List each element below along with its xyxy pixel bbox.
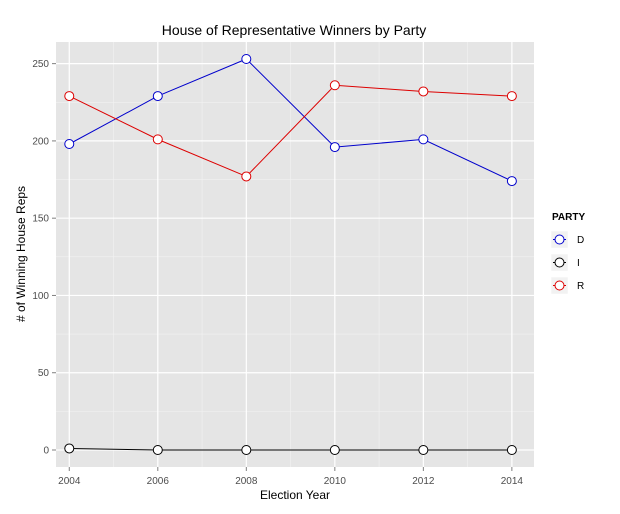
x-tick-label: 2006	[147, 476, 170, 487]
legend-marker-D	[554, 234, 565, 245]
y-tick-label: 200	[32, 136, 49, 147]
data-point-R	[329, 80, 340, 91]
x-axis-title: Election Year	[260, 488, 330, 502]
x-tick-label: 2012	[412, 476, 435, 487]
y-tick-label: 150	[32, 214, 49, 225]
data-point-I	[64, 443, 75, 454]
x-tick-label: 2008	[235, 476, 258, 487]
series-line-I	[69, 447, 512, 451]
y-axis: 0 50 100 150 200 250	[32, 59, 56, 457]
data-point-D	[418, 134, 429, 145]
data-point-D	[506, 176, 517, 187]
y-tick-label: 250	[32, 59, 49, 70]
legend-label-R: R	[577, 281, 584, 292]
y-tick-label: 0	[43, 446, 49, 457]
data-point-R	[152, 134, 163, 145]
chart-title: House of Representative Winners by Party	[162, 22, 427, 38]
minor-gridlines	[56, 42, 534, 467]
data-point-R	[506, 91, 517, 102]
legend-marker-I	[554, 257, 565, 268]
plot-panel	[56, 42, 534, 467]
data-point-D	[64, 139, 75, 149]
data-point-D	[241, 54, 252, 64]
data-point-I	[152, 445, 163, 455]
x-axis: 2004 2006 2008 2010 2012 2014	[58, 467, 523, 487]
series-points	[64, 54, 517, 455]
x-tick-label: 2014	[501, 476, 524, 487]
data-point-I	[506, 445, 517, 455]
legend-marker-R	[554, 280, 565, 291]
x-tick-label: 2010	[324, 476, 347, 487]
data-point-R	[241, 171, 252, 182]
y-axis-title: # of Winning House Reps	[14, 186, 28, 322]
series-lines	[69, 58, 513, 451]
legend-label-D: D	[577, 235, 584, 246]
data-point-R	[418, 86, 429, 97]
legend-label-I: I	[577, 258, 580, 269]
y-tick-label: 50	[38, 368, 50, 379]
series-line-R	[69, 84, 512, 178]
series-line-D	[69, 58, 513, 182]
data-point-I	[418, 445, 429, 455]
data-point-D	[152, 91, 163, 102]
legend-title: PARTY	[552, 212, 585, 223]
data-point-R	[64, 91, 75, 102]
x-tick-label: 2004	[58, 476, 81, 487]
data-point-I	[329, 445, 340, 455]
y-tick-label: 100	[32, 291, 49, 302]
legend: PARTY D I R	[550, 212, 585, 295]
data-point-D	[329, 142, 340, 153]
data-point-I	[241, 445, 252, 455]
